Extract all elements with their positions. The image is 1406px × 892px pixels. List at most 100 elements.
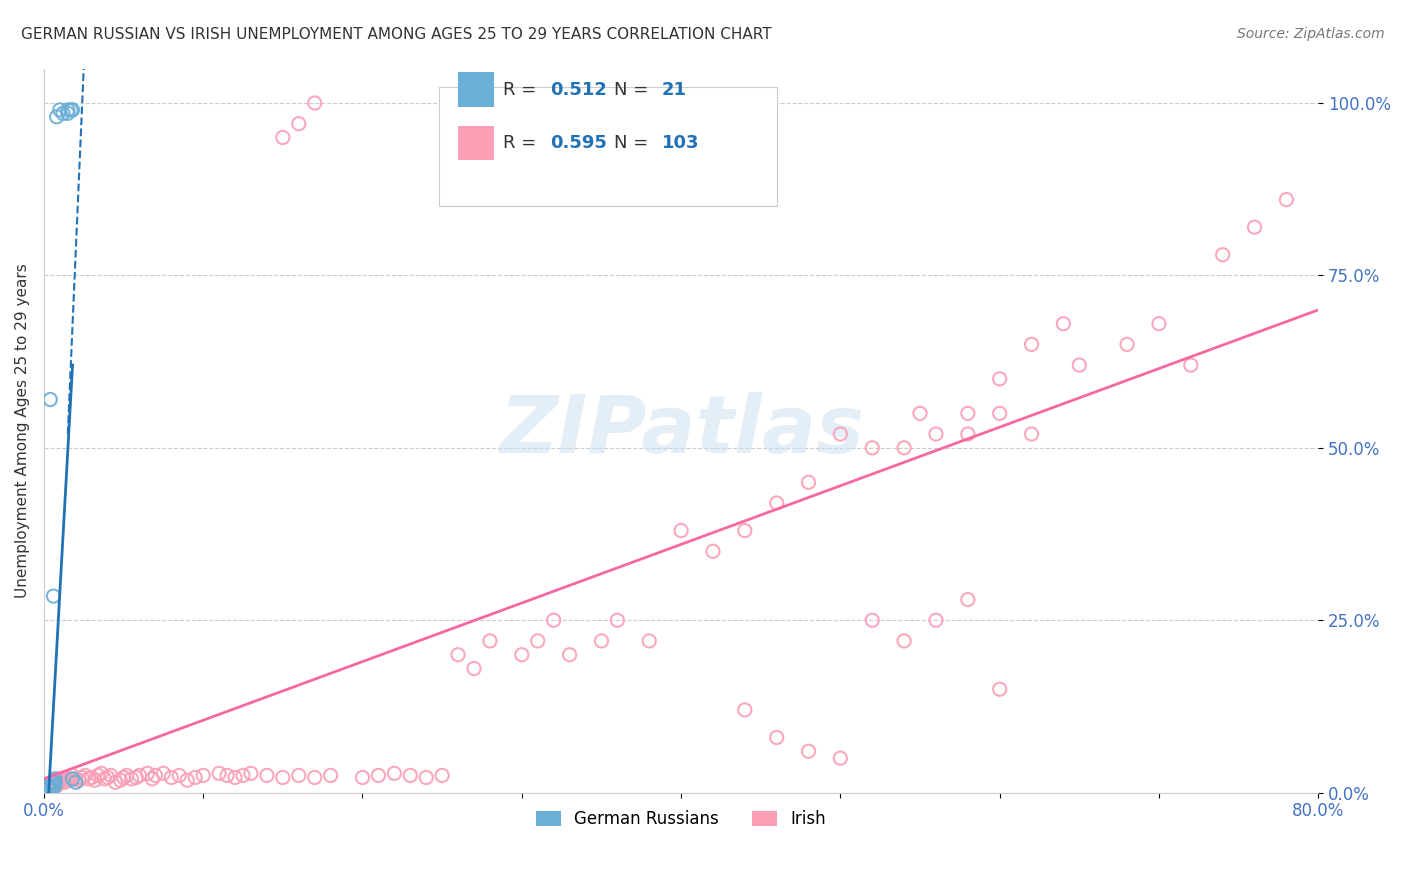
Point	[56, 103, 79, 117]
Point	[58, 772, 80, 786]
Point	[51, 773, 73, 788]
Point	[62, 772, 84, 786]
Point	[925, 613, 948, 627]
Legend: German Russians, Irish: German Russians, Irish	[529, 804, 832, 835]
Point	[240, 766, 263, 780]
Point	[956, 592, 979, 607]
Point	[104, 775, 127, 789]
Point	[510, 648, 533, 662]
Point	[765, 731, 787, 745]
Point	[591, 634, 613, 648]
Point	[304, 95, 326, 110]
Point	[169, 768, 191, 782]
Point	[93, 772, 115, 786]
Point	[638, 634, 661, 648]
FancyBboxPatch shape	[458, 72, 494, 107]
Point	[87, 768, 110, 782]
Point	[141, 772, 163, 786]
Point	[90, 766, 112, 780]
Point	[44, 775, 66, 789]
Text: R =: R =	[503, 80, 541, 98]
Point	[145, 768, 167, 782]
Point	[463, 661, 485, 675]
Point	[988, 682, 1011, 697]
Point	[830, 427, 852, 442]
Point	[62, 103, 84, 117]
Point	[176, 773, 198, 788]
Point	[1116, 337, 1139, 351]
Point	[56, 773, 79, 788]
Point	[925, 427, 948, 442]
Y-axis label: Unemployment Among Ages 25 to 29 years: Unemployment Among Ages 25 to 29 years	[15, 263, 30, 598]
Point	[830, 751, 852, 765]
Text: GERMAN RUSSIAN VS IRISH UNEMPLOYMENT AMONG AGES 25 TO 29 YEARS CORRELATION CHART: GERMAN RUSSIAN VS IRISH UNEMPLOYMENT AMO…	[21, 27, 772, 42]
Point	[208, 766, 231, 780]
Point	[42, 775, 65, 789]
Point	[382, 766, 405, 780]
Point	[152, 766, 174, 780]
Point	[42, 589, 65, 603]
Point	[42, 777, 65, 791]
Point	[59, 103, 82, 117]
Point	[606, 613, 628, 627]
Point	[797, 744, 820, 758]
Point	[193, 768, 215, 782]
Point	[304, 771, 326, 785]
Point	[1021, 337, 1043, 351]
Point	[52, 772, 75, 786]
Point	[41, 775, 63, 789]
Point	[115, 768, 138, 782]
Point	[908, 406, 931, 420]
Point	[44, 773, 66, 788]
Point	[893, 634, 915, 648]
Point	[399, 768, 422, 782]
Text: 0.512: 0.512	[550, 80, 607, 98]
Point	[526, 634, 548, 648]
Text: Source: ZipAtlas.com: Source: ZipAtlas.com	[1237, 27, 1385, 41]
Point	[1069, 358, 1091, 372]
Point	[41, 775, 63, 789]
Point	[125, 771, 148, 785]
Point	[44, 779, 66, 793]
Point	[184, 771, 207, 785]
Point	[41, 782, 63, 797]
FancyBboxPatch shape	[458, 126, 494, 161]
Point	[46, 772, 69, 786]
Point	[121, 772, 143, 786]
Point	[669, 524, 692, 538]
Point	[430, 768, 453, 782]
Point	[232, 768, 254, 782]
Point	[70, 771, 93, 785]
Point	[988, 372, 1011, 386]
Point	[110, 773, 132, 788]
Point	[256, 768, 278, 782]
Point	[415, 771, 437, 785]
Point	[1147, 317, 1170, 331]
Point	[271, 130, 294, 145]
Point	[1243, 220, 1265, 235]
Text: R =: R =	[503, 134, 541, 153]
Point	[734, 524, 756, 538]
Text: N =: N =	[613, 134, 654, 153]
Point	[893, 441, 915, 455]
Point	[217, 768, 239, 782]
Point	[160, 771, 183, 785]
Point	[367, 768, 389, 782]
Point	[734, 703, 756, 717]
Point	[1021, 427, 1043, 442]
Point	[65, 775, 87, 789]
Point	[49, 103, 72, 117]
Point	[49, 775, 72, 789]
Point	[860, 441, 883, 455]
Point	[956, 406, 979, 420]
Point	[112, 771, 135, 785]
Point	[39, 780, 62, 794]
Point	[65, 772, 87, 786]
Point	[1275, 193, 1298, 207]
Point	[39, 392, 62, 407]
Text: 21: 21	[662, 80, 688, 98]
Point	[42, 780, 65, 794]
Point	[558, 648, 581, 662]
Point	[67, 773, 90, 788]
Point	[224, 771, 246, 785]
